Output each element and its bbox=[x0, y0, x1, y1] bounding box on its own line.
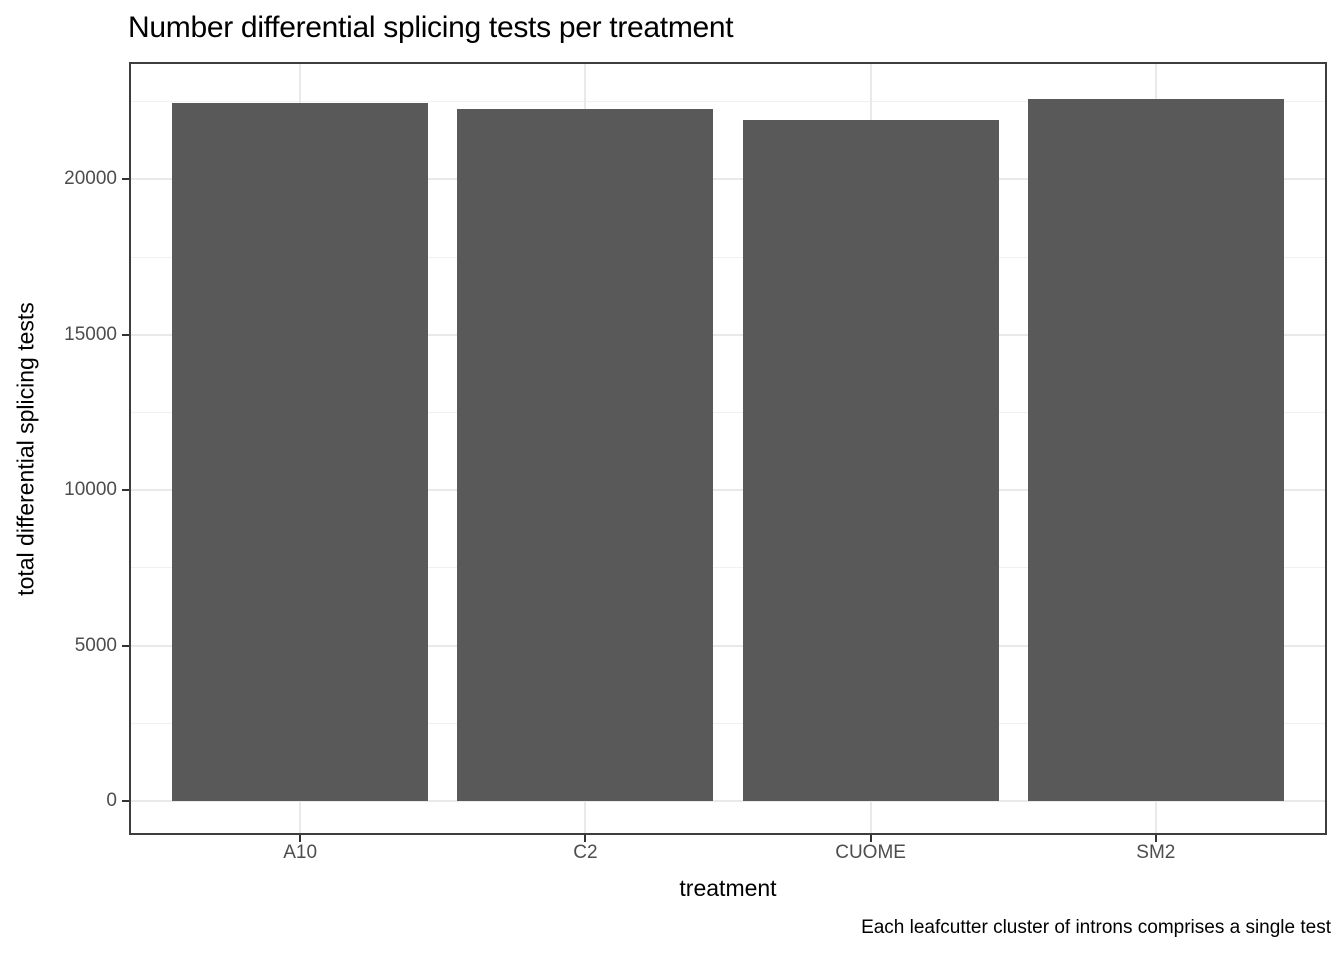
gridline-major bbox=[129, 644, 1327, 647]
gridline-major bbox=[129, 489, 1327, 492]
y-tick-label: 5000 bbox=[74, 634, 117, 656]
y-tick-mark bbox=[122, 800, 129, 802]
y-tick-label: 10000 bbox=[64, 479, 117, 501]
gridline-minor bbox=[129, 256, 1327, 258]
x-tick-label: SM2 bbox=[1136, 842, 1176, 863]
x-axis-title: treatment bbox=[679, 875, 777, 901]
x-tick-label: A10 bbox=[283, 842, 318, 863]
x-tick-label: C2 bbox=[573, 842, 598, 863]
gridline-minor bbox=[129, 567, 1327, 569]
bar bbox=[172, 103, 429, 801]
x-tick-mark bbox=[584, 835, 587, 842]
x-tick-mark bbox=[299, 835, 302, 842]
plot-panel bbox=[129, 62, 1327, 835]
bar bbox=[1027, 98, 1284, 801]
x-tick-mark bbox=[869, 835, 872, 842]
gridline-minor bbox=[129, 412, 1327, 413]
chart-title: Number differential splicing tests per t… bbox=[128, 11, 734, 44]
gridline-minor bbox=[129, 722, 1327, 724]
y-axis-title: total differential splicing tests bbox=[12, 302, 39, 596]
bar bbox=[457, 109, 714, 801]
gridline-major bbox=[129, 178, 1327, 181]
chart-caption: Each leafcutter cluster of introns compr… bbox=[861, 917, 1331, 938]
y-tick-label: 15000 bbox=[64, 323, 117, 345]
gridline-minor bbox=[129, 101, 1327, 103]
y-tick-mark bbox=[122, 489, 129, 492]
y-tick-mark bbox=[122, 333, 129, 336]
y-tick-mark bbox=[122, 644, 129, 647]
gridline-major bbox=[129, 333, 1327, 336]
x-tick-label: CUOME bbox=[835, 842, 906, 863]
y-tick-mark bbox=[122, 178, 129, 181]
y-tick-label: 20000 bbox=[64, 168, 117, 190]
x-tick-mark bbox=[1154, 835, 1157, 842]
bar bbox=[742, 120, 999, 801]
gridline-major bbox=[129, 800, 1327, 802]
y-tick-label: 0 bbox=[106, 790, 117, 811]
